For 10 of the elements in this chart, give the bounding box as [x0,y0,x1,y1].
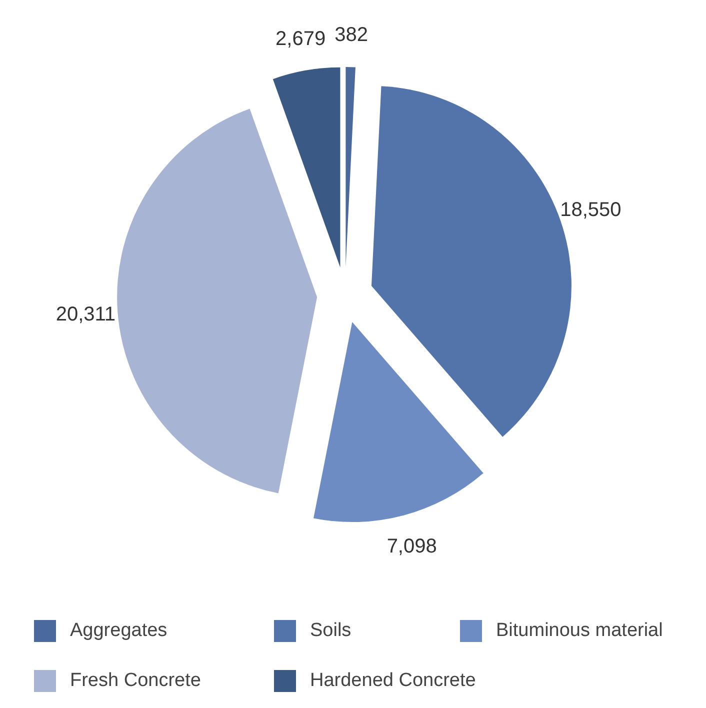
legend-label: Soils [310,620,352,642]
data-label: 7,098 [386,535,437,558]
data-label: 2,679 [276,28,326,50]
legend-label: Bituminous material [496,620,663,642]
legend-label: Fresh Concrete [70,670,201,692]
data-label: 18,550 [560,199,622,222]
data-label: 20,311 [56,303,116,326]
legend-label: Aggregates [70,620,168,642]
legend-label: Hardened Concrete [310,670,476,692]
data-label: 382 [334,24,368,46]
